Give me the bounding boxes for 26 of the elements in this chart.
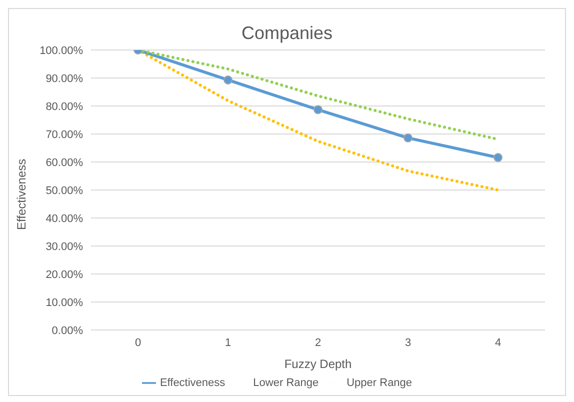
y-tick-label: 100.00% xyxy=(40,44,84,57)
y-tick-label: 30.00% xyxy=(46,240,84,253)
y-tick-label: 0.00% xyxy=(52,324,84,337)
point xyxy=(314,105,322,114)
y-axis-title: Effectiveness xyxy=(14,158,28,230)
y-tick-label: 50.00% xyxy=(46,184,84,197)
legend-label: Upper Range xyxy=(346,376,412,389)
x-tick-label: 3 xyxy=(404,336,412,349)
x-tick-label: 4 xyxy=(494,336,502,349)
y-tick-label: 40.00% xyxy=(46,212,84,225)
legend-label: Lower Range xyxy=(253,376,319,389)
x-tick-label: 2 xyxy=(314,336,322,349)
x-axis-title: Fuzzy Depth xyxy=(284,357,352,371)
point xyxy=(224,75,232,84)
y-tick-label: 80.00% xyxy=(46,100,84,113)
y-tick-label: 10.00% xyxy=(46,296,84,309)
x-tick-label: 1 xyxy=(224,336,232,349)
y-tick-label: 70.00% xyxy=(46,128,84,141)
y-tick-label: 60.00% xyxy=(46,156,84,169)
y-tick-label: 90.00% xyxy=(46,72,84,85)
point xyxy=(404,133,412,142)
chart-title: Companies xyxy=(240,22,334,44)
point xyxy=(494,153,502,162)
y-tick-label: 20.00% xyxy=(46,268,84,281)
x-tick-label: 0 xyxy=(134,336,142,349)
legend-label: Effectiveness xyxy=(160,376,226,389)
